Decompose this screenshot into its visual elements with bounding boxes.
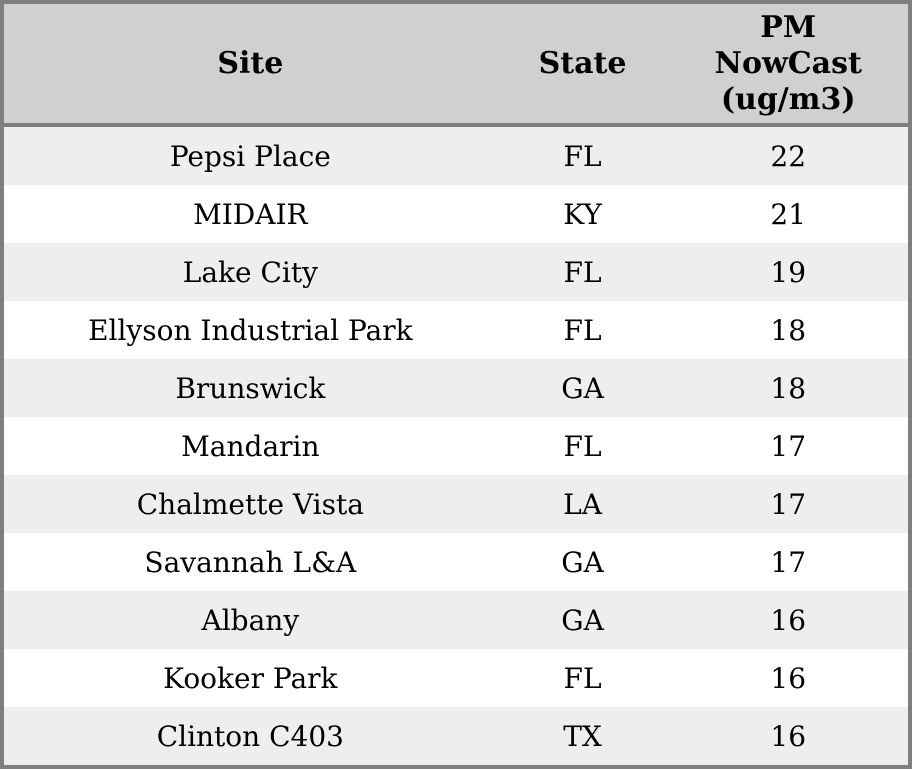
site-cell: MIDAIR [193, 197, 308, 231]
pm-cell: 16 [770, 603, 807, 637]
column-header-site: Site [217, 45, 284, 81]
pm-cell: 16 [770, 661, 807, 695]
state-cell: LA [563, 487, 602, 521]
site-cell: Chalmette Vista [136, 487, 364, 521]
site-cell: Albany [201, 603, 300, 637]
table-row: Lake City FL 19 [4, 243, 908, 301]
table-row: Chalmette Vista LA 17 [4, 475, 908, 533]
pm-cell: 18 [770, 313, 807, 347]
site-cell: Lake City [182, 255, 318, 289]
table-row: Mandarin FL 17 [4, 417, 908, 475]
site-cell: Clinton C403 [156, 719, 344, 753]
table-body: Pepsi Place FL 22 MIDAIR KY 21 Lake City… [4, 127, 908, 765]
column-header-state: State [538, 45, 627, 81]
state-cell: KY [563, 197, 602, 231]
site-cell: Savannah L&A [144, 545, 357, 579]
table-row: Pepsi Place FL 22 [4, 127, 908, 185]
column-header-pm-nowcast: PM NowCast (ug/m3) [714, 9, 862, 117]
site-cell: Pepsi Place [169, 139, 331, 173]
state-cell: GA [561, 603, 604, 637]
table-row: Albany GA 16 [4, 591, 908, 649]
pm-cell: 17 [770, 429, 807, 463]
table-header-row: Site State PM NowCast (ug/m3) [4, 4, 908, 127]
table-row: Clinton C403 TX 16 [4, 707, 908, 765]
site-cell: Brunswick [175, 371, 326, 405]
state-cell: TX [563, 719, 602, 753]
pm-cell: 18 [770, 371, 807, 405]
site-cell: Ellyson Industrial Park [88, 313, 413, 347]
state-cell: FL [563, 139, 602, 173]
site-cell: Mandarin [181, 429, 320, 463]
pm-cell: 17 [770, 545, 807, 579]
table-row: Savannah L&A GA 17 [4, 533, 908, 591]
table-row: Ellyson Industrial Park FL 18 [4, 301, 908, 359]
state-cell: FL [563, 429, 602, 463]
pm-cell: 21 [770, 197, 807, 231]
pm-cell: 22 [770, 139, 807, 173]
pm-cell: 17 [770, 487, 807, 521]
site-cell: Kooker Park [163, 661, 338, 695]
table-row: Kooker Park FL 16 [4, 649, 908, 707]
table-row: MIDAIR KY 21 [4, 185, 908, 243]
pm-cell: 19 [770, 255, 807, 289]
state-cell: FL [563, 661, 602, 695]
pm-cell: 16 [770, 719, 807, 753]
state-cell: FL [563, 313, 602, 347]
state-cell: GA [561, 371, 604, 405]
state-cell: GA [561, 545, 604, 579]
state-cell: FL [563, 255, 602, 289]
table-row: Brunswick GA 18 [4, 359, 908, 417]
